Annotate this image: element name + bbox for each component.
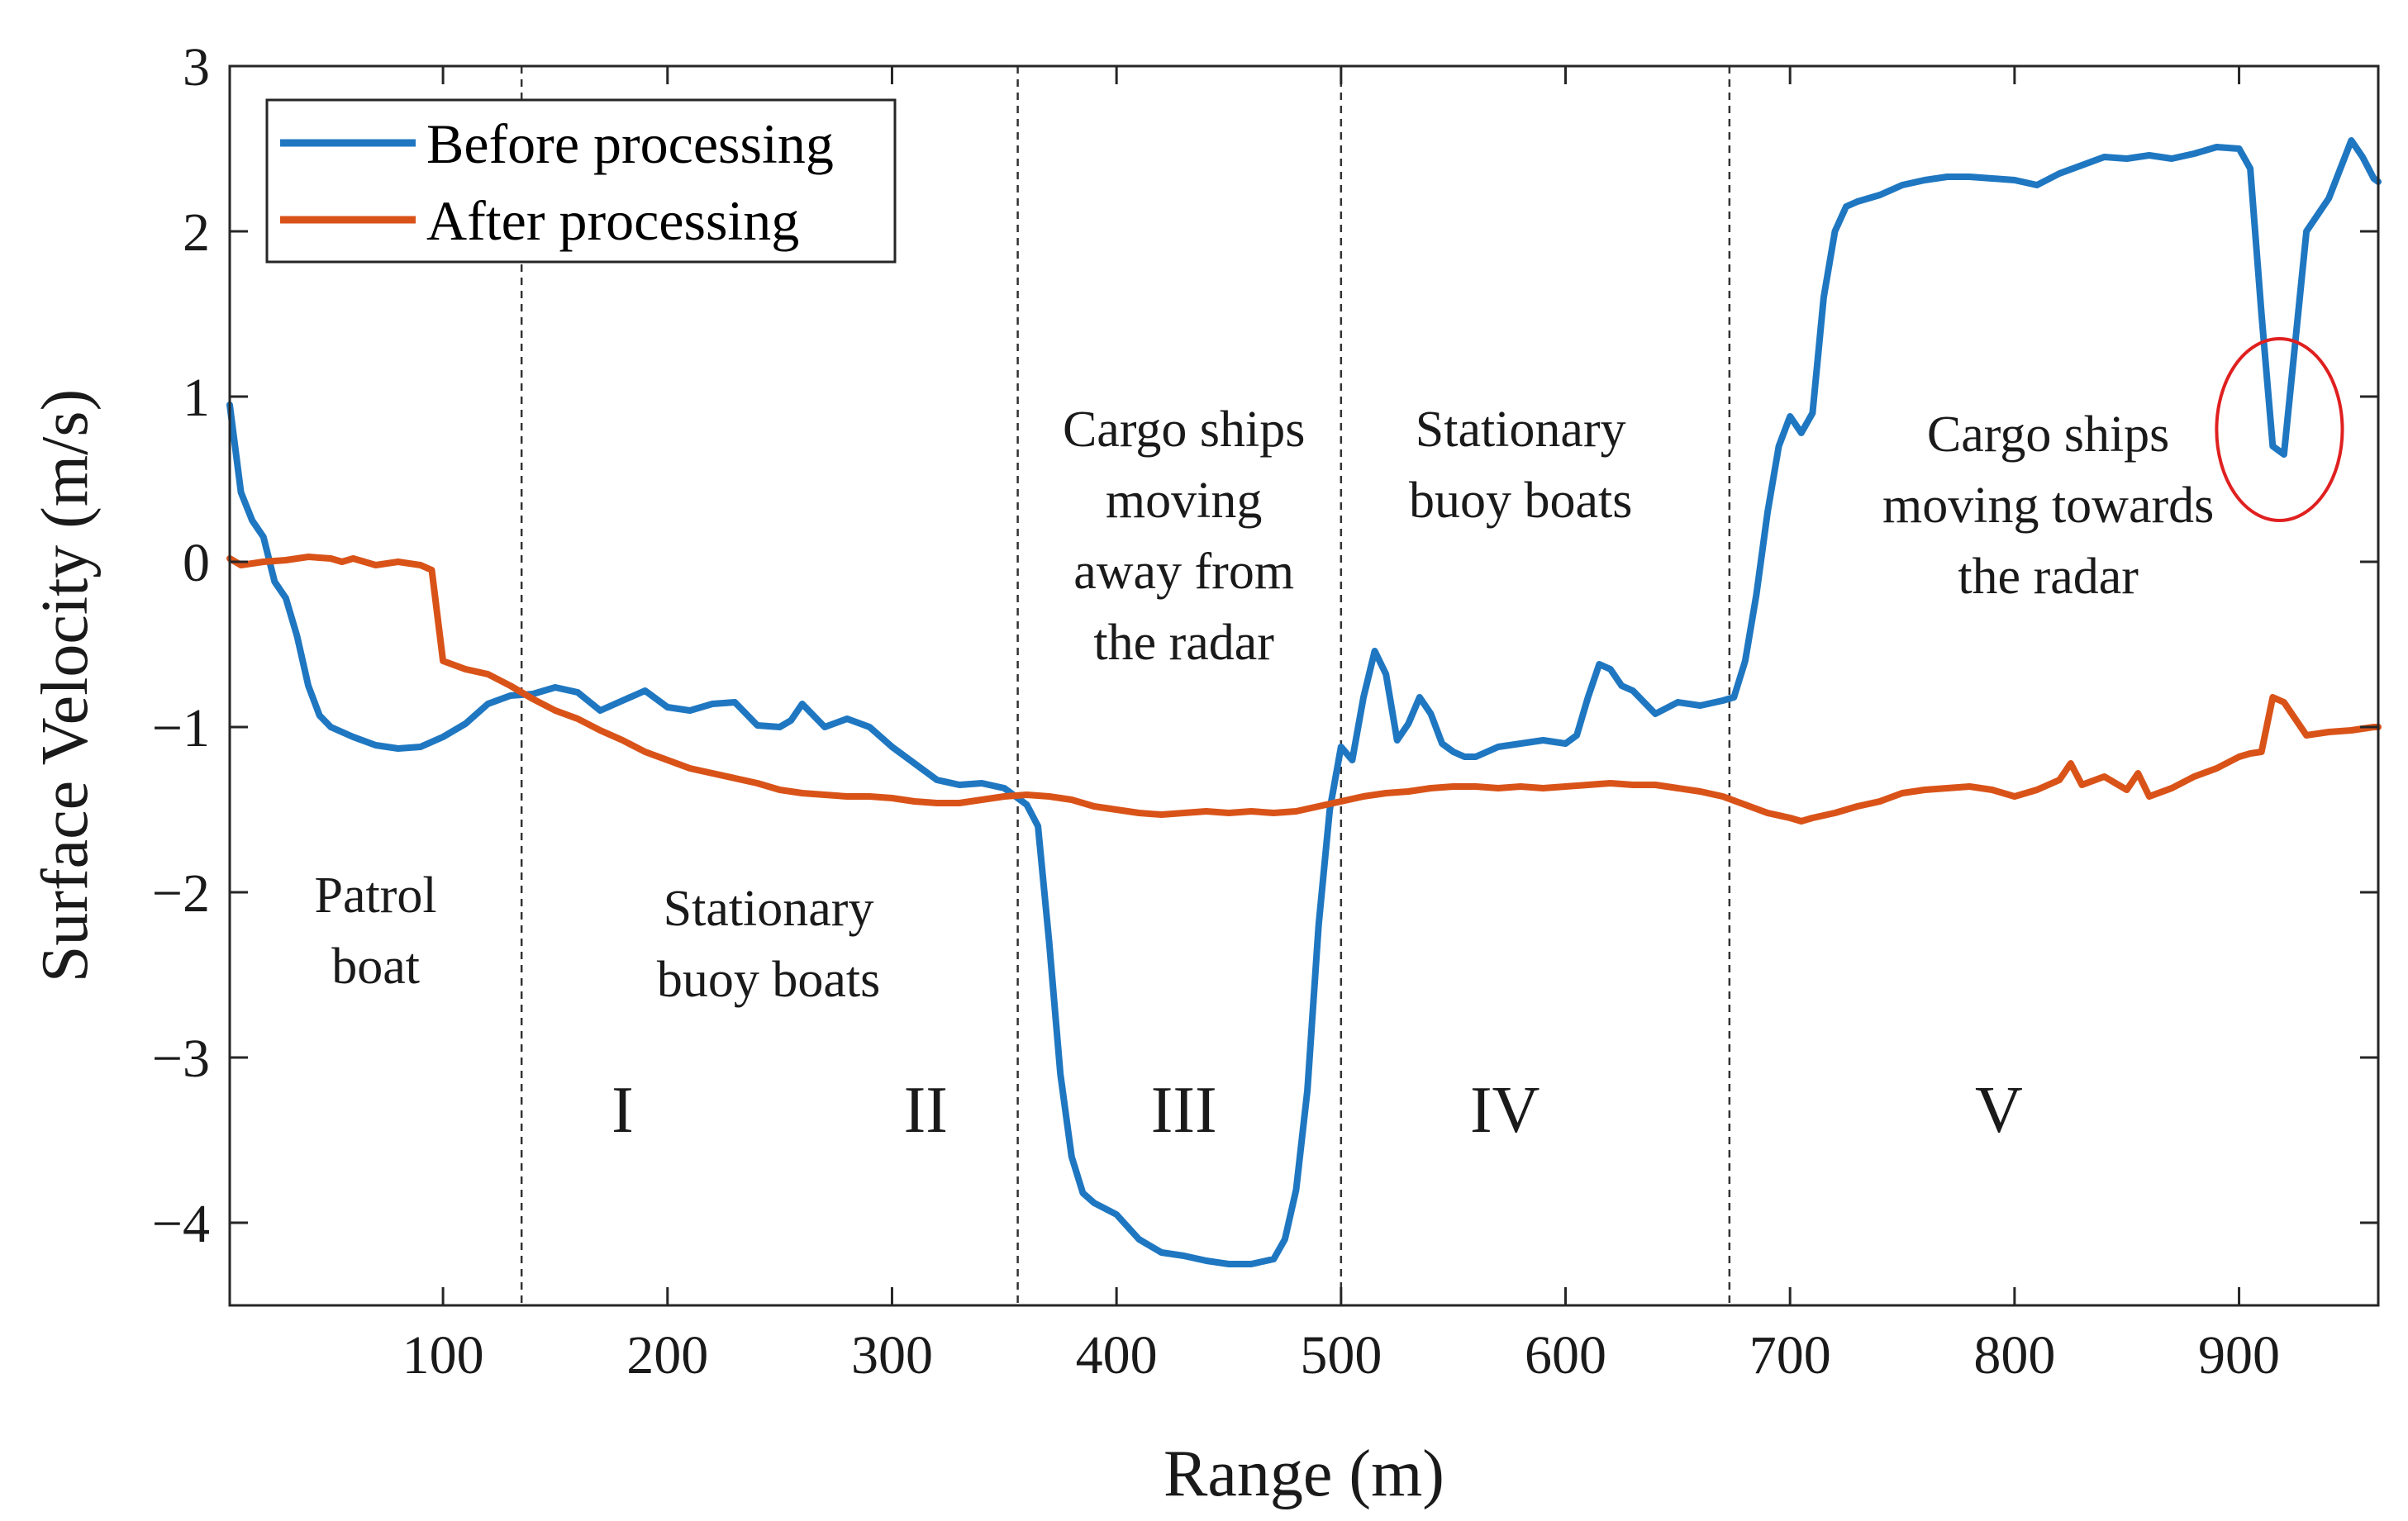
x-tick-label: 800: [1973, 1325, 2055, 1386]
region-description-line: Stationary: [664, 881, 874, 937]
region-labels: I Patrol boat II Stationary buoy boats III Carg…: [315, 402, 2215, 1147]
y-tick-label: −3: [152, 1029, 210, 1089]
region-description-line: Patrol: [315, 867, 437, 924]
y-tick-label: −4: [152, 1194, 210, 1254]
region-description-line: buoy boats: [657, 952, 880, 1008]
region-description-line: moving: [1106, 473, 1262, 529]
region-description-line: buoy boats: [1409, 473, 1632, 529]
y-tick-label: −1: [152, 698, 210, 758]
y-axis-title: Surface Velocity (m/s): [29, 389, 102, 982]
region-numeral-III: III: [1151, 1074, 1217, 1147]
x-tick-label: 200: [626, 1325, 708, 1386]
y-tick-label: 0: [183, 533, 210, 593]
legend-label-after: After processing: [426, 189, 799, 252]
y-tick-label: 1: [183, 368, 210, 428]
region-numeral-II: II: [904, 1074, 948, 1147]
legend-box: [265, 98, 897, 264]
region-description-line: Cargo ships: [1063, 402, 1305, 458]
legend-label-before: Before processing: [426, 112, 834, 175]
x-tick-label: 600: [1525, 1325, 1606, 1386]
region-description-line: boat: [331, 939, 420, 995]
x-tick-label: 500: [1300, 1325, 1382, 1386]
highlight-ellipse: [2215, 337, 2344, 522]
x-axis-title: Range (m): [1164, 1438, 1444, 1510]
region-numeral-I: I: [612, 1074, 634, 1147]
x-tick-label: 100: [402, 1325, 484, 1386]
region-description-line: Stationary: [1416, 402, 1626, 458]
x-tick-label: 400: [1076, 1325, 1158, 1386]
region-numeral-IV: IV: [1470, 1074, 1540, 1147]
y-tick-label: 2: [183, 202, 210, 263]
region-description-line: the radar: [1958, 549, 2139, 605]
highlight-layer: [2215, 337, 2344, 522]
region-description-line: away from: [1073, 544, 1294, 600]
y-tick-label: 3: [183, 37, 210, 97]
region-description-line: the radar: [1093, 615, 1274, 671]
y-tick-label: −2: [152, 863, 210, 924]
series-line-before: [226, 137, 2382, 1267]
region-numeral-V: V: [1975, 1074, 2023, 1147]
region-description-line: moving towards: [1882, 478, 2214, 534]
x-tick-label: 700: [1749, 1325, 1831, 1386]
series-line-after: [226, 554, 2382, 825]
region-description-line: Cargo ships: [1927, 406, 2169, 463]
region-boundaries: [520, 66, 1731, 1305]
axis-ticks: 100 200 300 400 500 600 700 800 900 3 2 1 0 −1 −2 −3 −4: [152, 37, 2378, 1386]
series-layer: [226, 137, 2382, 1267]
x-tick-label: 300: [851, 1325, 933, 1386]
x-tick-label: 900: [2198, 1325, 2280, 1386]
legend: Before processing After processing: [265, 98, 897, 264]
plot-frame: [228, 64, 2380, 1307]
